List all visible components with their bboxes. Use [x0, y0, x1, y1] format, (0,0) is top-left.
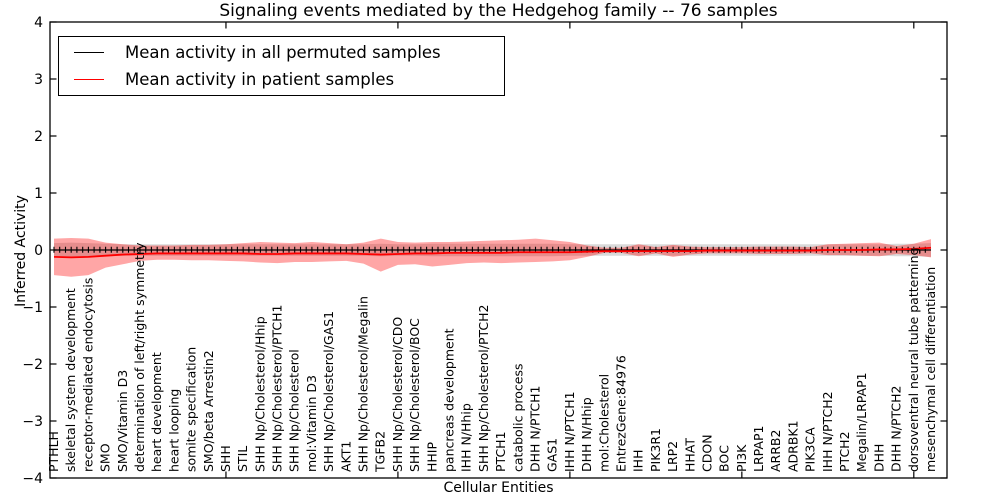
x-tick-label: SHH Np/Cholesterol/Hhip	[252, 316, 267, 472]
x-tick-label: IHH	[631, 450, 646, 473]
x-tick-label: mol:Cholesterol	[596, 374, 611, 472]
x-tick-label: LRP2	[665, 441, 680, 472]
x-tick-label: SHH	[218, 445, 233, 472]
legend-label: Mean activity in all permuted samples	[125, 43, 441, 62]
x-tick-label: heart looping	[166, 389, 181, 472]
x-tick-label: SHH Np/Cholesterol/Megalin	[356, 296, 371, 472]
patient-samples-std-band	[54, 238, 931, 277]
x-tick-label: SMO	[98, 443, 113, 472]
x-tick-label: IHH N/PTCH1	[562, 391, 577, 472]
x-tick-label: BOC	[717, 445, 732, 472]
x-tick-label: LRPAP1	[751, 426, 766, 472]
x-axis-label: Cellular Entities	[443, 480, 554, 496]
x-tick-label: DHH N/Hhip	[579, 397, 594, 472]
x-tick-label: DHH N/PTCH1	[527, 386, 542, 472]
x-tick-label: PTHLH	[46, 431, 61, 472]
x-tick-label: STIL	[235, 446, 250, 472]
x-tick-label: CDON	[699, 434, 714, 472]
x-tick-label: IHH N/Hhip	[459, 403, 474, 472]
x-tick-label: PIK3CA	[803, 427, 818, 472]
x-tick-label: DHH N/PTCH2	[889, 386, 904, 472]
legend-label: Mean activity in patient samples	[125, 70, 395, 89]
x-tick-label: SHH Np/Cholesterol/BOC	[407, 318, 422, 472]
x-tick-label: IHH N/PTCH2	[820, 391, 835, 472]
x-tick-label: PI3K	[734, 444, 749, 472]
y-tick-label: 1	[34, 186, 43, 202]
x-tick-label: SHH Np/Cholesterol/CDO	[390, 317, 405, 472]
x-tick-label: SHH Np/Cholesterol	[287, 349, 302, 472]
y-tick-label: −3	[22, 414, 43, 430]
x-tick-label: mesenchymal cell differentiation	[923, 267, 938, 472]
x-tick-label: ARRB2	[768, 430, 783, 472]
y-tick-label: −1	[22, 300, 43, 316]
x-tick-label: SHH Np/Cholesterol/GAS1	[321, 311, 336, 472]
y-tick-label: 4	[34, 15, 43, 31]
chart-title: Signaling events mediated by the Hedgeho…	[219, 1, 778, 21]
x-tick-label: SHH Np/Cholesterol/PTCH1	[270, 305, 285, 473]
x-tick-label: catabolic process	[510, 363, 525, 472]
x-tick-label: heart development	[149, 352, 164, 472]
patient-line-sample-icon	[74, 79, 104, 80]
x-tick-label: somite specification	[184, 347, 199, 472]
legend-item-permuted: Mean activity in all permuted samples	[59, 43, 504, 62]
x-tick-label: PTCH2	[837, 431, 852, 472]
y-tick-label: 2	[34, 129, 43, 145]
x-tick-label: EntrezGene:84976	[613, 355, 628, 472]
x-tick-label: dorsoventral neural tube patterning	[906, 248, 921, 473]
patient-mean-line	[53, 246, 932, 259]
permuted-line-sample-icon	[74, 52, 104, 53]
x-tick-label: mol:Vitamin D3	[304, 375, 319, 472]
x-tick-label: PTCH1	[493, 431, 508, 472]
y-axis-label: Inferred Activity	[13, 195, 29, 307]
x-tick-label: DHH	[871, 444, 886, 472]
x-tick-label: ADRBK1	[785, 420, 800, 472]
x-tick-label: SMO/Vitamin D3	[115, 370, 130, 472]
x-tick-label: determination of left/right symmetry	[132, 242, 147, 472]
x-tick-label: skeletal system development	[63, 288, 78, 472]
x-tick-label: pancreas development	[442, 328, 457, 472]
x-tick-label: GAS1	[545, 438, 560, 472]
y-tick-label: −4	[22, 471, 43, 487]
legend-item-patient: Mean activity in patient samples	[59, 70, 504, 89]
x-tick-label: AKT1	[338, 441, 353, 472]
y-tick-label: 0	[34, 243, 43, 259]
x-tick-label: PIK3R1	[648, 428, 663, 472]
y-tick-label: −2	[22, 357, 43, 373]
y-tick-label: 3	[34, 72, 43, 88]
x-tick-label: receptor-mediated endocytosis	[80, 278, 95, 472]
legend: Mean activity in all permuted samples Me…	[58, 36, 505, 96]
x-tick-label: TGFB2	[373, 431, 388, 473]
x-tick-label: SMO/beta Arrestin2	[201, 350, 216, 472]
x-tick-label: Megalin/LRPAP1	[854, 372, 869, 472]
x-tick-label: HHAT	[682, 438, 697, 472]
x-tick-label: HHIP	[424, 442, 439, 472]
x-tick-label: SHH Np/Cholesterol/PTCH2	[476, 305, 491, 473]
